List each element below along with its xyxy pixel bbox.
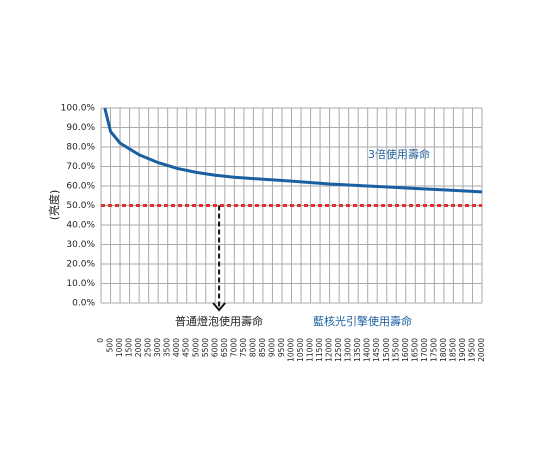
y-tick-label: 50.0% <box>66 201 95 211</box>
y-tick-label: 30.0% <box>66 240 95 250</box>
x-tick-label: 18500 <box>448 338 457 362</box>
x-tick-label: 2000 <box>134 338 143 357</box>
x-tick-label: 6000 <box>210 338 219 357</box>
x-tick-label: 0 <box>96 338 105 343</box>
x-tick-label: 4500 <box>182 338 191 357</box>
x-tick-label: 11000 <box>306 338 315 362</box>
x-tick-label: 19000 <box>458 338 467 362</box>
annotation: 普通燈泡使用壽命 <box>175 314 263 328</box>
x-tick-label: 7500 <box>239 338 248 357</box>
x-tick-label: 17000 <box>420 338 429 362</box>
x-tick-label: 5000 <box>191 338 200 357</box>
x-tick-label: 2500 <box>144 338 153 357</box>
x-tick-label: 10000 <box>287 338 296 362</box>
x-tick-label: 14000 <box>363 338 372 362</box>
y-tick-label: 90.0% <box>66 123 95 133</box>
y-tick-label: 70.0% <box>66 162 95 172</box>
x-tick-label: 7000 <box>229 338 238 357</box>
y-tick-label: 80.0% <box>66 143 95 153</box>
y-tick-label: 10.0% <box>66 279 95 289</box>
x-tick-label: 12500 <box>334 338 343 362</box>
x-tick-label: 500 <box>106 338 115 353</box>
x-tick-label: 12000 <box>325 338 334 362</box>
x-tick-label: 3000 <box>153 338 162 357</box>
x-tick-label: 16000 <box>401 338 410 362</box>
x-tick-label: 13000 <box>344 338 353 362</box>
arrow-head <box>212 302 226 312</box>
x-tick-label: 8500 <box>258 338 267 357</box>
x-tick-label: 6500 <box>220 338 229 357</box>
annotation: 3倍使用壽命 <box>368 147 430 161</box>
x-tick-label: 16500 <box>410 338 419 362</box>
x-tick-label: 14500 <box>372 338 381 362</box>
x-tick-label: 5500 <box>201 338 210 357</box>
x-tick-label: 10500 <box>296 338 305 362</box>
y-tick-label: 60.0% <box>66 182 95 192</box>
y-axis-label: (亮度) <box>47 190 61 221</box>
x-tick-label: 15500 <box>391 338 400 362</box>
x-tick-label: 18000 <box>439 338 448 362</box>
x-tick-label: 3500 <box>163 338 172 357</box>
y-tick-label: 0.0% <box>72 299 95 309</box>
x-tick-label: 17500 <box>429 338 438 362</box>
annotation: 藍核光引擎使用壽命 <box>313 314 412 328</box>
line <box>103 107 483 194</box>
x-tick-label: 13500 <box>353 338 362 362</box>
x-tick-label: 1500 <box>125 338 134 357</box>
y-tick-label: 100.0% <box>61 104 96 114</box>
x-tick-label: 9500 <box>277 338 286 357</box>
x-tick-label: 11500 <box>315 338 324 362</box>
x-tick-label: 8000 <box>248 338 257 357</box>
x-tick-label: 4000 <box>172 338 181 357</box>
y-tick-label: 20.0% <box>66 260 95 270</box>
x-tick-label: 19500 <box>467 338 476 362</box>
y-tick-label: 40.0% <box>66 221 95 231</box>
x-tick-label: 20000 <box>477 338 486 362</box>
x-tick-label: 15000 <box>382 338 391 362</box>
x-tick-label: 1000 <box>115 338 124 357</box>
x-tick-label: 9000 <box>267 338 276 357</box>
